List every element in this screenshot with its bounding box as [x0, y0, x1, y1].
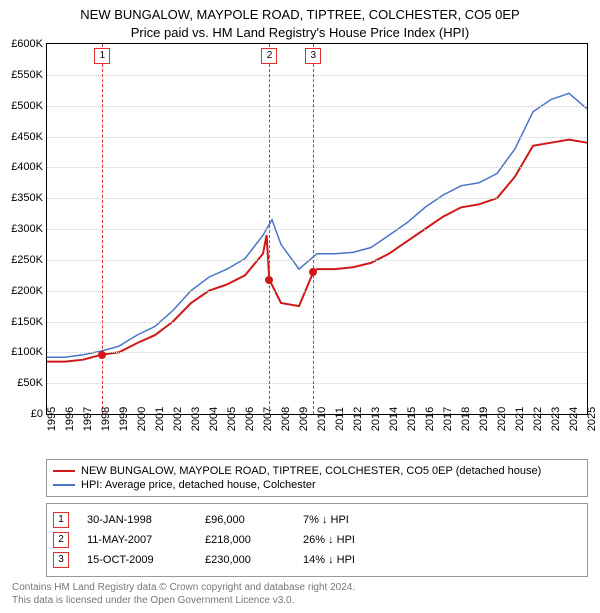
chart-title-block: NEW BUNGALOW, MAYPOLE ROAD, TIPTREE, COL…: [0, 0, 600, 43]
event-pct: 26% ↓ HPI: [303, 534, 413, 546]
x-axis-label: 2022: [532, 407, 544, 431]
event-index-box: 1: [53, 512, 69, 528]
x-axis-label: 2007: [262, 407, 274, 431]
gridline: [47, 291, 587, 292]
event-line: [269, 44, 270, 414]
x-axis-label: 2004: [208, 407, 220, 431]
x-axis-labels: 1995199619971998199920002001200220032004…: [46, 415, 588, 451]
x-axis-label: 2015: [406, 407, 418, 431]
footnote: Contains HM Land Registry data © Crown c…: [12, 581, 588, 607]
x-axis-label: 2024: [568, 407, 580, 431]
y-axis-label: £350K: [11, 192, 47, 204]
x-axis-label: 2016: [424, 407, 436, 431]
gridline: [47, 322, 587, 323]
y-axis-label: £550K: [11, 69, 47, 81]
gridline: [47, 229, 587, 230]
event-pct: 14% ↓ HPI: [303, 554, 413, 566]
chart-title-line1: NEW BUNGALOW, MAYPOLE ROAD, TIPTREE, COL…: [0, 6, 600, 24]
event-price: £96,000: [205, 514, 285, 526]
y-axis-label: £150K: [11, 316, 47, 328]
events-row: 3 15-OCT-2009 £230,000 14% ↓ HPI: [53, 550, 581, 570]
plot-area: £0£50K£100K£150K£200K£250K£300K£350K£400…: [46, 43, 588, 415]
legend-label: NEW BUNGALOW, MAYPOLE ROAD, TIPTREE, COL…: [81, 465, 541, 477]
gridline: [47, 106, 587, 107]
events-row: 2 11-MAY-2007 £218,000 26% ↓ HPI: [53, 530, 581, 550]
x-axis-label: 2011: [334, 407, 346, 431]
x-axis-label: 2020: [496, 407, 508, 431]
gridline: [47, 137, 587, 138]
event-line: [313, 44, 314, 414]
y-axis-label: £400K: [11, 161, 47, 173]
event-marker: 3: [305, 48, 321, 64]
x-axis-label: 2025: [586, 407, 598, 431]
x-axis-label: 2008: [280, 407, 292, 431]
x-axis-label: 2001: [154, 407, 166, 431]
x-axis-label: 2006: [244, 407, 256, 431]
x-axis-label: 2012: [352, 407, 364, 431]
event-marker: 1: [94, 48, 110, 64]
event-date: 30-JAN-1998: [87, 514, 187, 526]
legend-swatch: [53, 470, 75, 472]
y-axis-label: £500K: [11, 100, 47, 112]
x-axis-label: 1996: [64, 407, 76, 431]
x-axis-label: 2023: [550, 407, 562, 431]
event-pct: 7% ↓ HPI: [303, 514, 413, 526]
legend-swatch: [53, 484, 75, 486]
x-axis-label: 2009: [298, 407, 310, 431]
event-marker: 2: [261, 48, 277, 64]
event-index-box: 3: [53, 552, 69, 568]
x-axis-label: 2000: [136, 407, 148, 431]
gridline: [47, 75, 587, 76]
events-table: 1 30-JAN-1998 £96,000 7% ↓ HPI 2 11-MAY-2007 £…: [46, 503, 588, 577]
x-axis-label: 1997: [82, 407, 94, 431]
y-axis-label: £450K: [11, 131, 47, 143]
footnote-line: Contains HM Land Registry data © Crown c…: [12, 581, 588, 594]
y-axis-label: £250K: [11, 254, 47, 266]
x-axis-label: 2005: [226, 407, 238, 431]
event-point: [265, 276, 273, 284]
x-axis-label: 2019: [478, 407, 490, 431]
y-axis-label: £200K: [11, 285, 47, 297]
x-axis-label: 2010: [316, 407, 328, 431]
price-vs-hpi-chart: NEW BUNGALOW, MAYPOLE ROAD, TIPTREE, COL…: [0, 0, 600, 607]
gridline: [47, 260, 587, 261]
series-line-hpi: [47, 93, 587, 357]
legend-row: HPI: Average price, detached house, Colc…: [53, 478, 581, 492]
x-axis-label: 2021: [514, 407, 526, 431]
legend-row: NEW BUNGALOW, MAYPOLE ROAD, TIPTREE, COL…: [53, 464, 581, 478]
gridline: [47, 167, 587, 168]
x-axis-label: 2003: [190, 407, 202, 431]
gridline: [47, 383, 587, 384]
x-axis-label: 1995: [46, 407, 58, 431]
x-axis-label: 2014: [388, 407, 400, 431]
x-axis-label: 2013: [370, 407, 382, 431]
event-price: £230,000: [205, 554, 285, 566]
y-axis-label: £300K: [11, 223, 47, 235]
gridline: [47, 198, 587, 199]
y-axis-label: £0: [31, 408, 47, 420]
x-axis-label: 2002: [172, 407, 184, 431]
event-index-box: 2: [53, 532, 69, 548]
y-axis-label: £50K: [17, 377, 47, 389]
event-price: £218,000: [205, 534, 285, 546]
chart-title-line2: Price paid vs. HM Land Registry's House …: [0, 24, 600, 42]
y-axis-label: £600K: [11, 38, 47, 50]
series-line-property: [47, 140, 587, 362]
footnote-line: This data is licensed under the Open Gov…: [12, 594, 588, 607]
x-axis-label: 1999: [118, 407, 130, 431]
gridline: [47, 352, 587, 353]
y-axis-label: £100K: [11, 346, 47, 358]
event-date: 15-OCT-2009: [87, 554, 187, 566]
event-point: [309, 268, 317, 276]
legend: NEW BUNGALOW, MAYPOLE ROAD, TIPTREE, COL…: [46, 459, 588, 497]
x-axis-label: 2018: [460, 407, 472, 431]
event-point: [98, 351, 106, 359]
x-axis-label: 2017: [442, 407, 454, 431]
x-axis-label: 1998: [100, 407, 112, 431]
events-row: 1 30-JAN-1998 £96,000 7% ↓ HPI: [53, 510, 581, 530]
legend-label: HPI: Average price, detached house, Colc…: [81, 479, 316, 491]
event-date: 11-MAY-2007: [87, 534, 187, 546]
